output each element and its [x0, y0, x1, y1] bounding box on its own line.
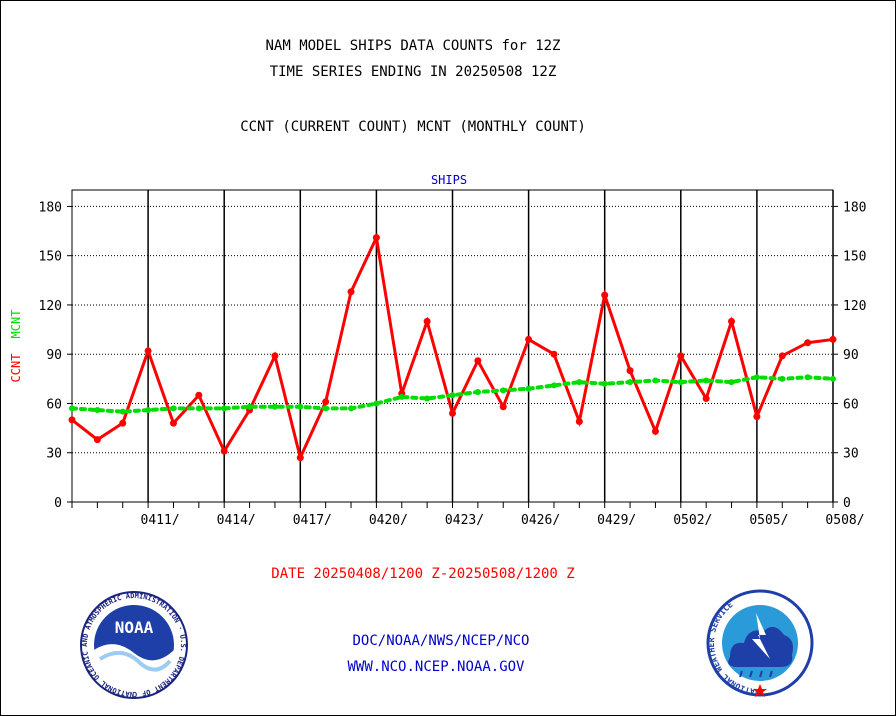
y-tick-label-left: 60 [46, 397, 62, 412]
date-range-label: DATE 20250408/1200 Z-20250508/1200 Z [271, 566, 574, 582]
data-point-mcnt [677, 379, 684, 386]
chart-title-line-3: CCNT (CURRENT COUNT) MCNT (MONTHLY COUNT… [240, 119, 586, 135]
y-tick-label-left: 90 [46, 348, 62, 363]
x-tick-label: 0429/ [597, 513, 636, 528]
data-point-ccnt [525, 335, 533, 343]
data-point-mcnt [246, 403, 253, 410]
x-tick-label: 0411/ [141, 513, 180, 528]
y-tick-label-right: 90 [843, 348, 859, 363]
data-point-ccnt [347, 288, 355, 296]
data-point-mcnt [170, 405, 177, 412]
data-point-ccnt [651, 427, 659, 435]
data-point-mcnt [322, 405, 329, 412]
data-point-ccnt [296, 454, 304, 462]
data-point-ccnt [423, 317, 431, 325]
data-point-mcnt [424, 395, 431, 402]
data-point-mcnt [779, 375, 786, 382]
y-tick-label-left: 0 [54, 496, 62, 511]
data-point-ccnt [804, 339, 812, 347]
nws-logo: NATIONAL WEATHER SERVICE [706, 589, 814, 697]
data-point-ccnt [93, 436, 101, 444]
x-tick-label: 0426/ [521, 513, 560, 528]
data-point-ccnt [778, 352, 786, 360]
x-tick-label: 0508/ [825, 513, 864, 528]
y-axis-label: CCNT MCNT [9, 310, 23, 383]
data-point-mcnt [94, 407, 101, 414]
plot-border [71, 189, 834, 503]
noaa-logo: NATIONAL OCEANIC AND ATMOSPHERIC ADMINIS… [80, 591, 188, 699]
y-axis-label-mcnt: MCNT [9, 310, 23, 339]
x-tick-label: 0414/ [217, 513, 256, 528]
data-point-mcnt [728, 379, 735, 386]
data-point-mcnt [221, 405, 228, 412]
data-point-mcnt [348, 405, 355, 412]
data-point-ccnt [728, 317, 736, 325]
data-point-ccnt [829, 335, 837, 343]
data-point-mcnt [703, 377, 710, 384]
y-tick-label-right: 30 [843, 447, 859, 462]
data-point-ccnt [68, 416, 76, 424]
data-point-ccnt [119, 419, 127, 427]
data-point-ccnt [753, 413, 761, 421]
y-axis-label-ccnt: CCNT [9, 354, 23, 383]
data-point-mcnt [195, 405, 202, 412]
data-point-mcnt [652, 377, 659, 384]
data-point-ccnt [626, 367, 634, 375]
data-point-ccnt [169, 419, 177, 427]
data-point-mcnt [474, 388, 481, 395]
x-tick-label: 0505/ [749, 513, 788, 528]
data-point-mcnt [145, 407, 152, 414]
y-tick-label-left: 120 [39, 299, 62, 314]
data-point-mcnt [373, 400, 380, 407]
data-point-mcnt [550, 382, 557, 389]
data-point-mcnt [525, 385, 532, 392]
y-tick-label-left: 180 [39, 200, 62, 215]
website-link[interactable]: WWW.NCO.NCEP.NOAA.GOV [347, 659, 525, 675]
y-tick-label-right: 180 [843, 200, 866, 215]
y-tick-label-right: 120 [843, 299, 866, 314]
x-tick-label: 0417/ [293, 513, 332, 528]
x-tick-label: 0502/ [673, 513, 712, 528]
data-point-ccnt [144, 347, 152, 355]
org-label: DOC/NOAA/NWS/NCEP/NCO [352, 633, 529, 649]
data-point-ccnt [220, 447, 228, 455]
data-point-ccnt [499, 403, 507, 411]
x-tick-label: 0420/ [369, 513, 408, 528]
data-point-ccnt [372, 234, 380, 242]
data-point-mcnt [500, 387, 507, 394]
data-point-ccnt [195, 391, 203, 399]
chart-title-line-2: TIME SERIES ENDING IN 20250508 12Z [269, 64, 557, 80]
data-point-mcnt [830, 375, 836, 382]
y-tick-label-left: 30 [46, 447, 62, 462]
data-point-mcnt [271, 403, 278, 410]
data-point-mcnt [69, 405, 75, 412]
data-point-ccnt [702, 395, 710, 403]
data-point-ccnt [474, 357, 482, 365]
panel-title: SHIPS [431, 173, 467, 187]
chart-title-line-1: NAM MODEL SHIPS DATA COUNTS for 12Z [265, 38, 561, 54]
data-point-mcnt [804, 374, 811, 381]
data-point-mcnt [627, 379, 634, 386]
y-tick-label-right: 60 [843, 397, 859, 412]
data-point-mcnt [576, 379, 583, 386]
y-tick-label-right: 0 [843, 496, 851, 511]
data-point-ccnt [575, 418, 583, 426]
data-point-mcnt [753, 374, 760, 381]
data-point-ccnt [449, 409, 456, 417]
data-point-ccnt [322, 398, 330, 406]
data-point-mcnt [398, 393, 405, 400]
data-point-ccnt [550, 350, 558, 358]
y-tick-label-right: 150 [843, 250, 866, 265]
noaa-logo-text: NOAA [115, 618, 154, 637]
data-point-mcnt [601, 380, 608, 387]
x-tick-label: 0423/ [445, 513, 484, 528]
data-point-mcnt [297, 403, 304, 410]
data-point-mcnt [119, 408, 126, 415]
data-point-ccnt [271, 352, 279, 360]
data-point-ccnt [677, 352, 685, 360]
data-point-mcnt [449, 392, 456, 399]
data-point-ccnt [601, 291, 609, 299]
y-tick-label-left: 150 [39, 250, 62, 265]
